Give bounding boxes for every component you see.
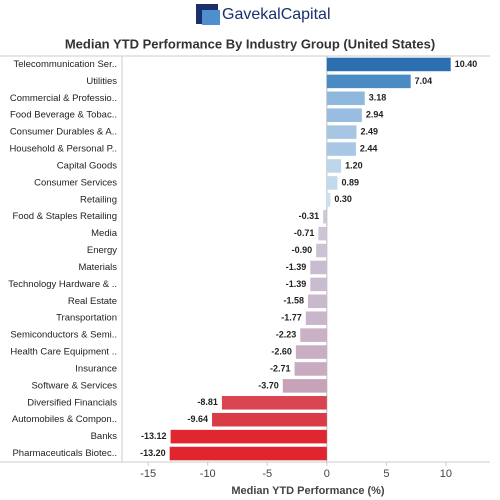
value-label: -9.64	[188, 414, 209, 424]
category-label: Insurance	[75, 363, 117, 374]
category-label: Transportation	[56, 313, 117, 324]
category-label: Household & Personal P..	[9, 144, 117, 155]
value-label: 0.89	[341, 177, 359, 187]
category-label: Diversified Financials	[27, 397, 117, 408]
bar	[323, 209, 327, 224]
category-label: Health Care Equipment ..	[10, 347, 117, 358]
value-label: -1.58	[284, 296, 305, 306]
value-label: -1.39	[286, 262, 307, 272]
bar	[169, 446, 327, 461]
bar	[295, 345, 327, 359]
value-label: -1.39	[286, 279, 307, 289]
bar	[170, 429, 327, 444]
bar	[326, 91, 365, 106]
bar	[294, 362, 327, 376]
category-label: Software & Services	[31, 380, 117, 391]
value-label: -0.90	[292, 245, 313, 255]
bar	[310, 260, 327, 275]
value-label: 10.40	[455, 59, 478, 69]
bar	[310, 277, 327, 292]
bar	[300, 328, 327, 342]
value-label: 0.30	[334, 194, 352, 204]
bar	[326, 57, 451, 72]
category-label: Capital Goods	[57, 160, 117, 171]
category-label: Commercial & Professio..	[10, 93, 117, 104]
category-label: Real Estate	[68, 296, 117, 307]
bar	[326, 176, 338, 190]
category-label: Retailing	[80, 194, 117, 205]
x-tick-label: -10	[200, 468, 216, 480]
x-tick-label: -15	[140, 468, 156, 480]
value-label: -2.60	[271, 346, 292, 356]
category-label: Telecommunication Ser..	[14, 59, 118, 70]
category-label: Utilities	[86, 76, 117, 87]
bar	[221, 396, 327, 410]
bar	[282, 379, 327, 393]
bar	[308, 294, 327, 309]
category-label: Consumer Services	[34, 177, 117, 188]
value-label: -1.77	[281, 313, 302, 323]
category-label: Consumer Durables & A..	[10, 127, 117, 138]
value-label: 2.49	[360, 127, 378, 137]
value-label: 1.20	[345, 160, 363, 170]
bar	[326, 108, 362, 122]
x-tick-label: 0	[324, 468, 330, 480]
value-label: -13.20	[140, 448, 166, 458]
category-label: Pharmaceuticals Biotec..	[12, 448, 117, 459]
bar	[326, 74, 411, 89]
value-label: -13.12	[141, 431, 167, 441]
category-label: Food Beverage & Tobac..	[10, 110, 117, 121]
value-label: -2.71	[270, 363, 291, 373]
bar	[326, 193, 331, 207]
value-label: 2.94	[366, 110, 384, 120]
chart-title: Median YTD Performance By Industry Group…	[65, 36, 435, 51]
x-tick-label: 5	[383, 468, 389, 480]
x-axis-label: Median YTD Performance (%)	[231, 485, 385, 497]
category-label: Technology Hardware & ..	[8, 279, 117, 290]
bar	[326, 142, 356, 156]
bar	[326, 125, 357, 139]
bar	[318, 226, 327, 241]
value-label: -0.71	[294, 228, 315, 238]
value-label: -2.23	[276, 330, 297, 340]
category-label: Automobiles & Compon..	[12, 414, 117, 425]
brand-right: Capital	[281, 6, 331, 23]
category-label: Energy	[87, 245, 117, 256]
value-label: -0.31	[299, 211, 320, 221]
category-label: Media	[91, 228, 118, 239]
bar	[316, 243, 327, 258]
x-tick-label: -5	[262, 468, 272, 480]
category-label: Semiconductors & Semi..	[10, 330, 117, 341]
value-label: -8.81	[197, 397, 218, 407]
bar	[326, 159, 342, 173]
category-label: Banks	[91, 431, 118, 442]
value-label: 3.18	[369, 93, 387, 103]
value-label: 2.44	[360, 143, 378, 153]
category-label: Materials	[78, 262, 117, 273]
value-label: 7.04	[415, 76, 433, 86]
x-tick-label: 10	[440, 468, 452, 480]
logo-mark	[202, 10, 220, 25]
bar	[305, 311, 327, 325]
brand-left: Gavekal	[222, 6, 281, 23]
category-label: Food & Staples Retailing	[12, 211, 117, 222]
value-label: -3.70	[258, 380, 279, 390]
bar	[212, 412, 327, 427]
